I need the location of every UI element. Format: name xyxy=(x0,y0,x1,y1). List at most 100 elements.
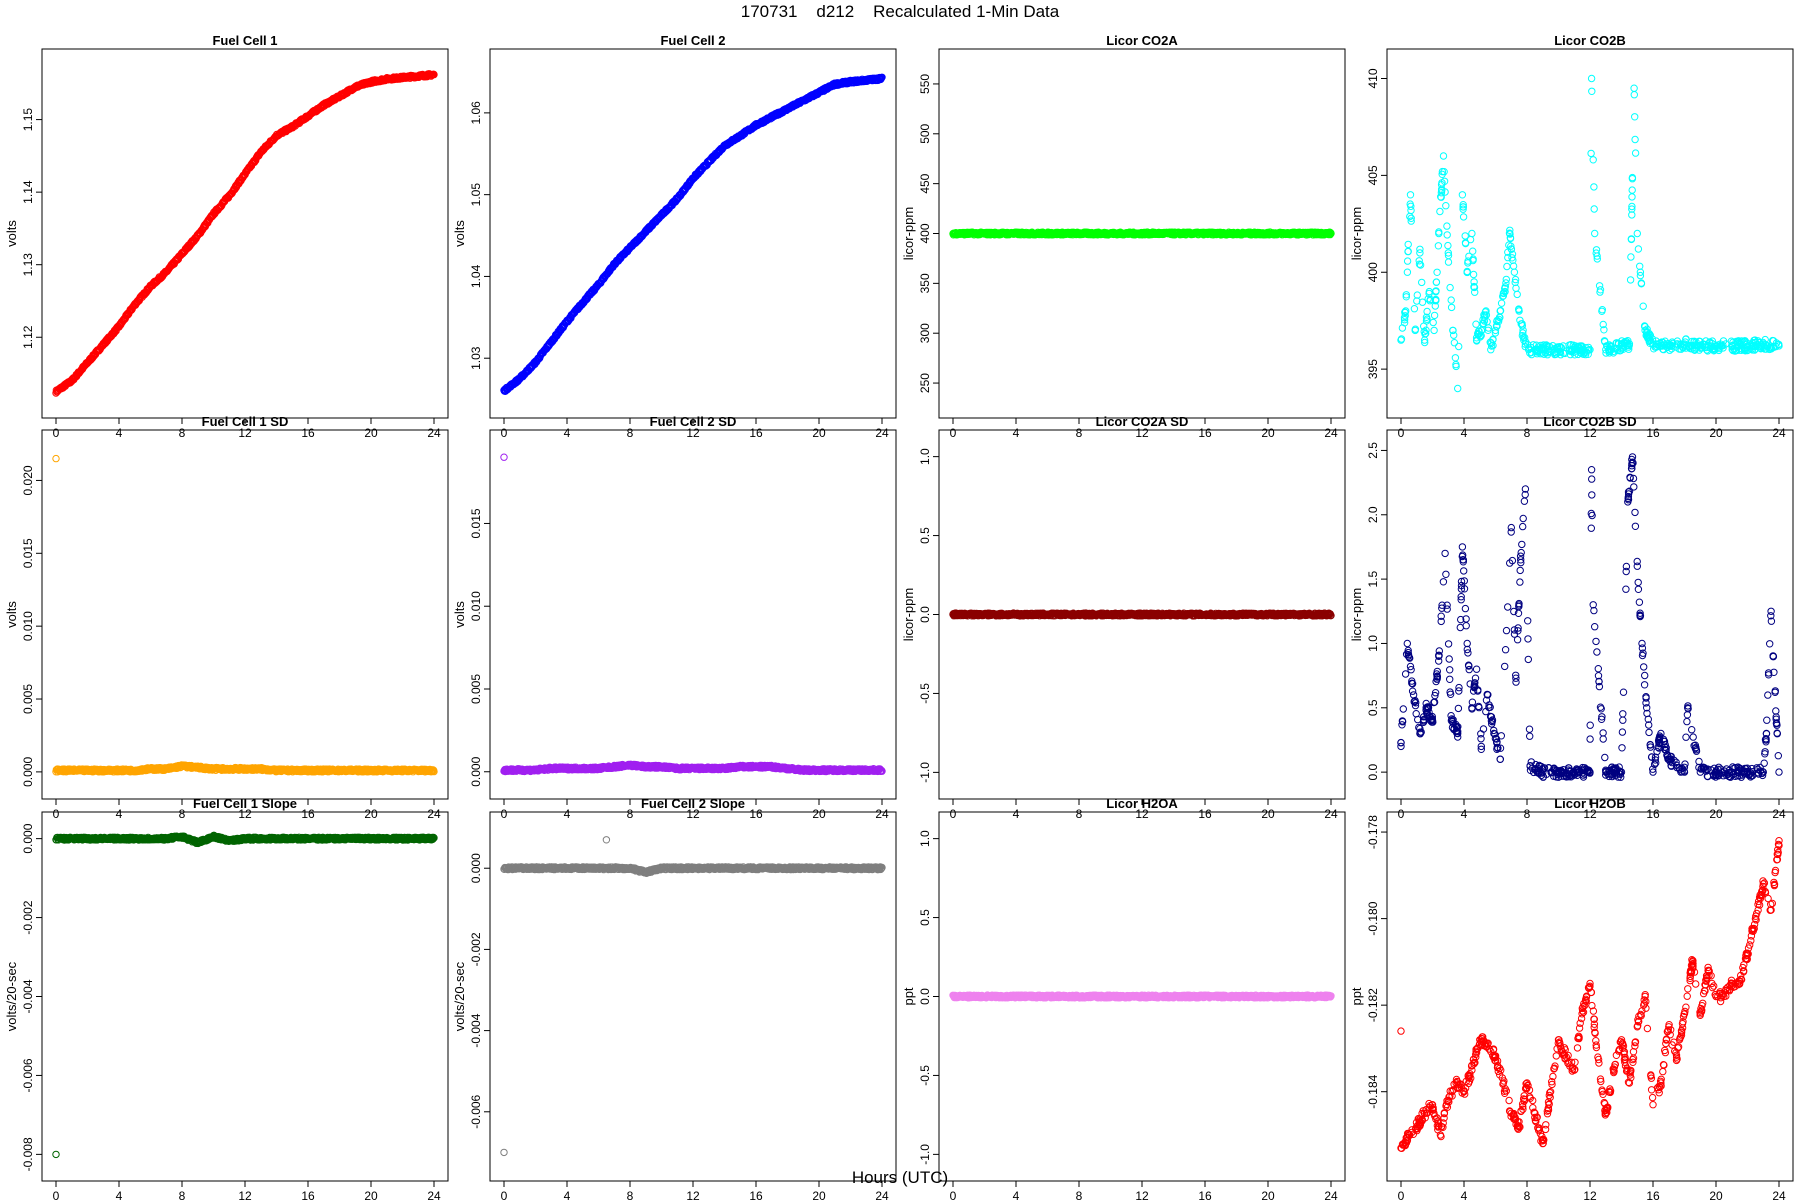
y-axis-label: volts xyxy=(4,220,19,247)
data-point xyxy=(1454,384,1462,393)
y-tick-label: 400 xyxy=(918,223,932,243)
series-points xyxy=(949,228,1335,239)
data-point xyxy=(1435,228,1443,236)
data-point xyxy=(430,70,438,79)
data-point xyxy=(1430,326,1438,335)
data-point xyxy=(1444,258,1453,266)
x-tick-label: 16 xyxy=(749,807,763,821)
panel-title: Licor CO2B xyxy=(1554,33,1626,48)
data-point xyxy=(1503,262,1511,271)
plot-frame xyxy=(1386,48,1794,419)
data-point xyxy=(1631,113,1639,121)
x-tick-label: 16 xyxy=(1198,426,1212,440)
x-tick-label: 8 xyxy=(627,807,634,821)
y-axis-label: volts xyxy=(4,601,19,628)
data-point xyxy=(1435,229,1443,238)
data-point xyxy=(1418,278,1426,287)
y-tick-label: 450 xyxy=(918,173,932,193)
data-point xyxy=(1442,202,1450,210)
panel-title: Fuel Cell 1 SD xyxy=(202,414,289,429)
y-axis-label: volts xyxy=(452,220,467,247)
data-point xyxy=(1439,152,1448,160)
y-tick-label: 405 xyxy=(1366,165,1380,185)
x-tick-label: 24 xyxy=(427,426,441,440)
x-tick-label: 20 xyxy=(1709,426,1723,440)
y-tick-label: 1.14 xyxy=(21,180,35,204)
x-tick-label: 20 xyxy=(364,426,378,440)
y-tick-label: 1.15 xyxy=(21,108,35,132)
y-axis-label: volts xyxy=(452,601,467,628)
y-tick-label: 0.010 xyxy=(21,611,35,641)
data-point xyxy=(1589,156,1597,164)
x-tick-label: 20 xyxy=(364,807,378,821)
y-tick-label: 1.06 xyxy=(469,101,483,125)
data-point xyxy=(1458,191,1467,199)
y-tick-label: 0.000 xyxy=(469,756,483,786)
data-point xyxy=(1436,207,1444,216)
panel-title: Licor CO2A xyxy=(1106,33,1178,48)
y-tick-label: 395 xyxy=(1366,359,1380,379)
series-points xyxy=(52,70,438,397)
x-tick-label: 0 xyxy=(53,807,60,821)
data-point xyxy=(1429,318,1437,327)
data-point xyxy=(1630,91,1639,99)
data-point xyxy=(1626,276,1635,284)
data-point xyxy=(1631,135,1639,144)
data-point xyxy=(1447,303,1456,312)
outlier-point xyxy=(52,454,60,463)
data-point xyxy=(1432,278,1441,286)
data-point xyxy=(1434,242,1443,250)
plot-frame xyxy=(41,48,449,419)
data-point xyxy=(1469,270,1478,279)
data-point xyxy=(1631,149,1640,157)
x-tick-label: 8 xyxy=(179,426,186,440)
x-tick-label: 16 xyxy=(301,807,315,821)
x-tick-label: 20 xyxy=(1261,426,1275,440)
data-point xyxy=(1444,241,1452,250)
data-point xyxy=(1636,262,1644,270)
y-tick-label: 0.010 xyxy=(469,591,483,621)
x-tick-label: 4 xyxy=(564,807,571,821)
y-tick-label: 0.020 xyxy=(21,465,35,495)
x-tick-label: 0 xyxy=(950,426,957,440)
x-tick-label: 8 xyxy=(1076,426,1083,440)
data-point xyxy=(1468,229,1476,238)
data-point xyxy=(1633,229,1642,238)
data-point xyxy=(1634,245,1643,253)
x-tick-label: 16 xyxy=(301,426,315,440)
x-tick-label: 24 xyxy=(427,807,441,821)
panel-title: Fuel Cell 1 xyxy=(212,33,277,48)
data-point xyxy=(1404,240,1412,249)
data-point xyxy=(1588,87,1596,96)
x-tick-label: 8 xyxy=(1524,426,1531,440)
data-point xyxy=(1627,253,1635,261)
series-points xyxy=(1397,74,1783,393)
panel-title: Fuel Cell 2 SD xyxy=(650,414,737,429)
data-point xyxy=(1628,186,1636,194)
y-axis-label: licor-ppm xyxy=(1349,207,1364,260)
y-tick-label: 0.005 xyxy=(21,684,35,714)
data-point xyxy=(1496,306,1505,315)
data-point xyxy=(1587,74,1596,83)
y-tick-label: 1.13 xyxy=(21,253,35,277)
data-point xyxy=(1404,247,1412,256)
x-tick-label: 16 xyxy=(1646,426,1660,440)
x-tick-label: 8 xyxy=(627,426,634,440)
data-point xyxy=(1459,213,1468,221)
y-tick-label: 350 xyxy=(918,273,932,293)
data-point xyxy=(1590,205,1598,213)
data-point xyxy=(1406,191,1415,199)
data-point xyxy=(1446,283,1454,292)
series-points xyxy=(52,454,438,776)
x-tick-label: 4 xyxy=(116,807,123,821)
data-point xyxy=(1510,268,1519,276)
y-axis-label: licor-ppm xyxy=(901,207,916,260)
y-tick-label: 1.05 xyxy=(469,183,483,207)
y-tick-label: 1.03 xyxy=(469,346,483,370)
data-point xyxy=(1628,193,1636,201)
x-tick-label: 16 xyxy=(749,426,763,440)
